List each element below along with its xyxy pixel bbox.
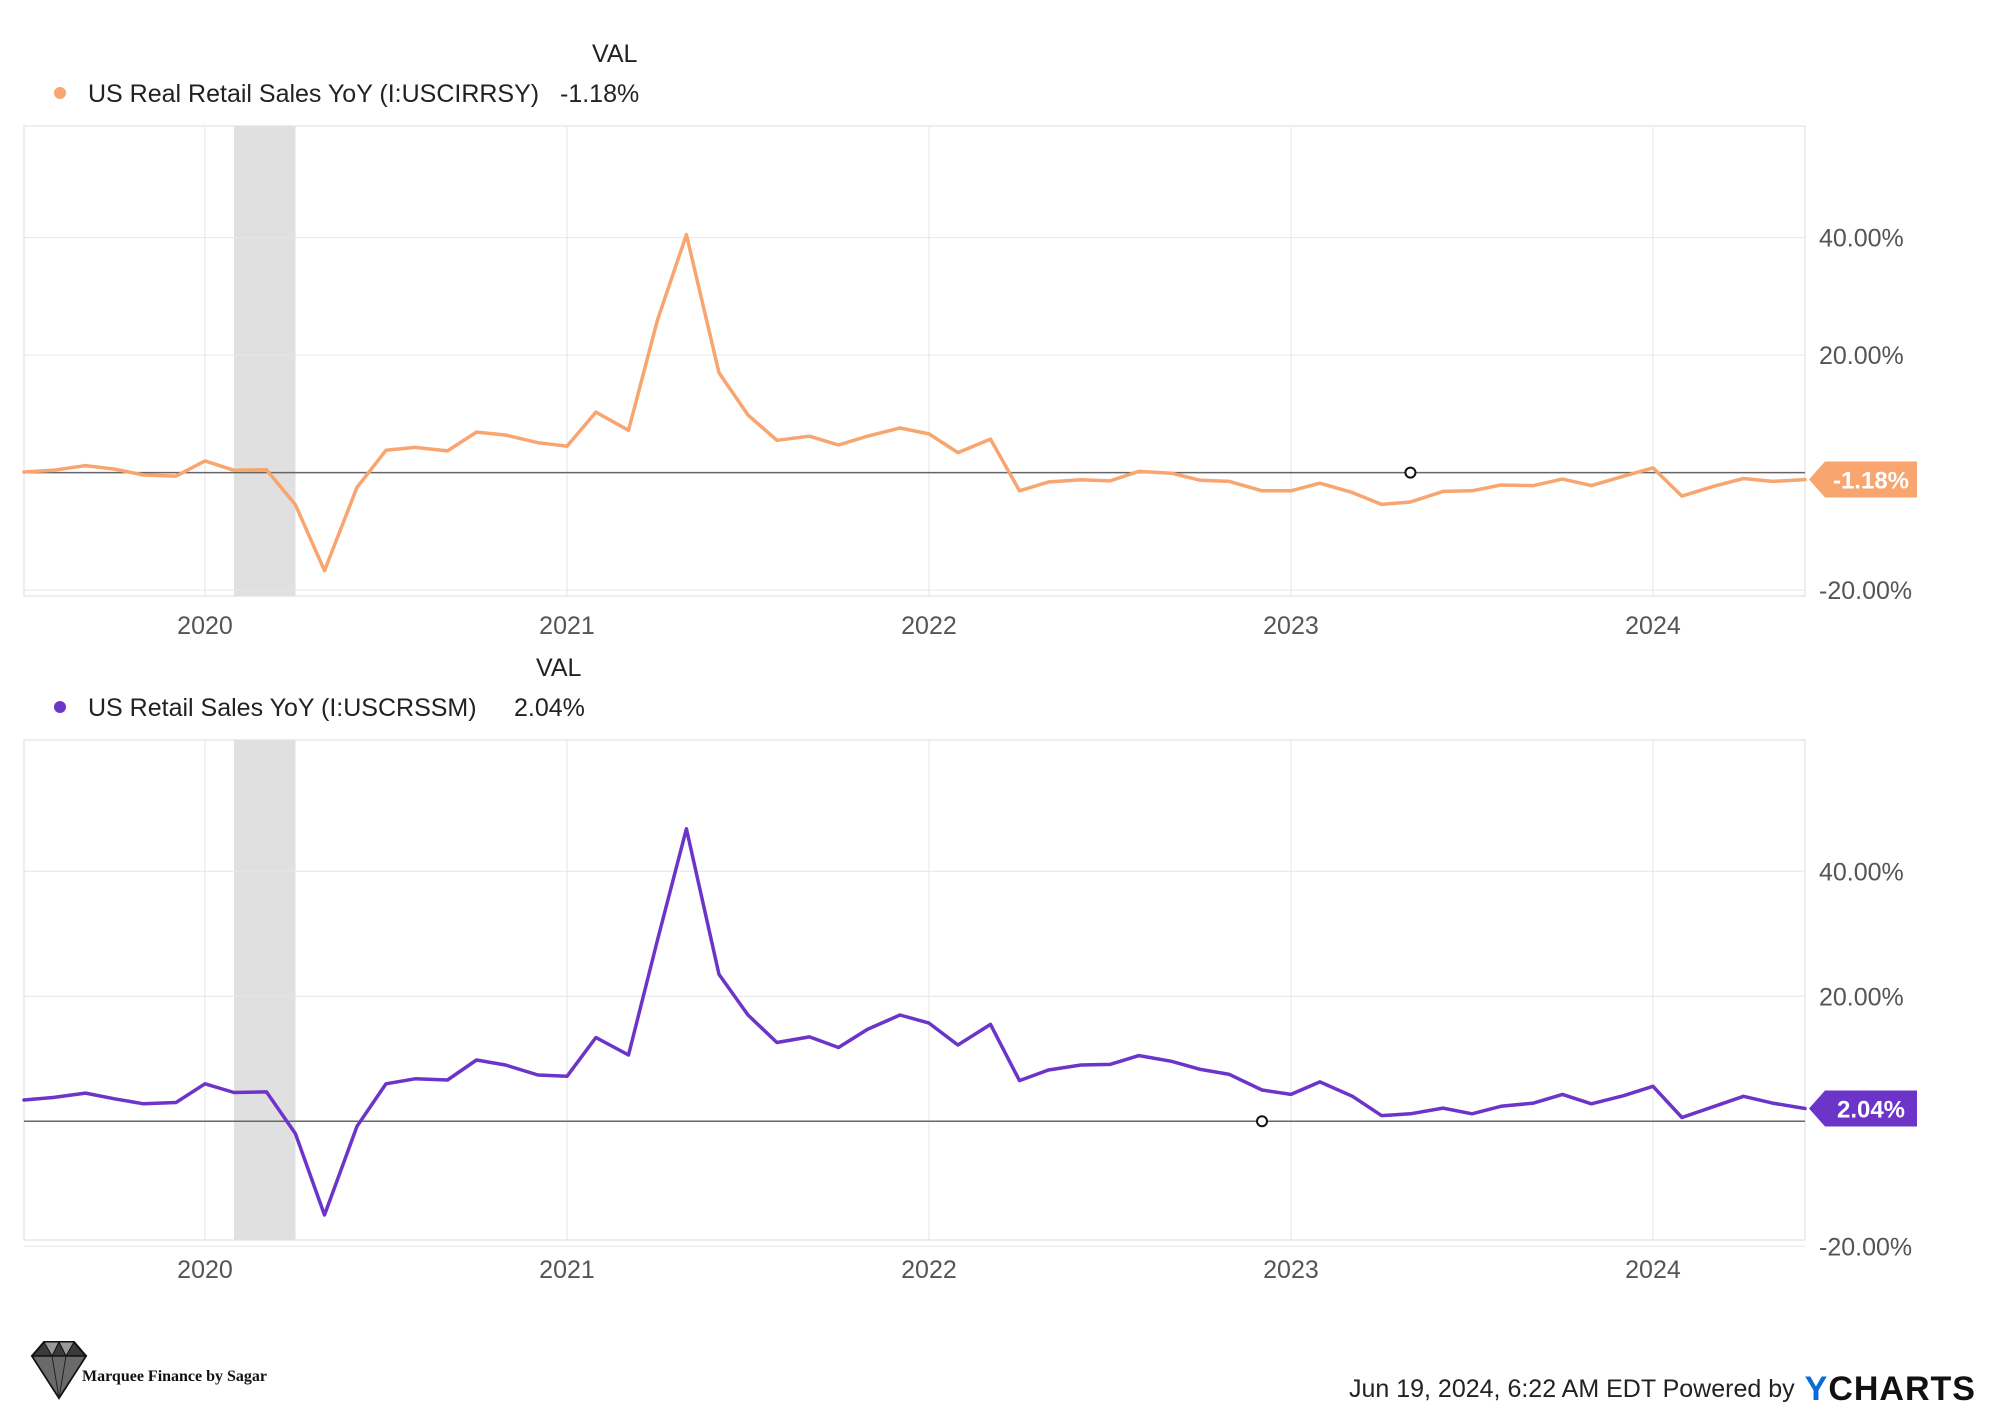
- legend-dot-icon: [54, 87, 66, 100]
- ycharts-logo-y: Y: [1804, 1370, 1829, 1408]
- legend-series-name-2: US Retail Sales YoY (I:USCRSSM): [88, 694, 477, 722]
- y-tick-label: 20.00%: [1819, 342, 1904, 370]
- x-tick-label: 2020: [177, 1256, 233, 1284]
- legend-series-value-2: 2.04%: [514, 694, 585, 722]
- plot-frame: [23, 125, 1806, 597]
- x-tick-label: 2023: [1263, 1256, 1319, 1284]
- legend-series-name-1: US Real Retail Sales YoY (I:USCIRRSY): [88, 80, 540, 108]
- footer-attribution: Jun 19, 2024, 6:22 AM EDT Powered by YCH…: [1349, 1370, 1976, 1409]
- x-tick-label: 2021: [539, 1256, 595, 1284]
- x-tick-label: 2023: [1263, 612, 1319, 640]
- ycharts-logo[interactable]: YCHARTS: [1805, 1370, 1976, 1409]
- recession-band: [233, 126, 296, 596]
- legend-entry-2: US Retail Sales YoY (I:USCRSSM) 2.04%: [54, 694, 585, 723]
- brand-logo: [26, 1336, 346, 1402]
- current-value-flag: -1.18%: [1809, 461, 1917, 498]
- legend-dot-icon: [54, 701, 66, 714]
- current-value-flag-shape: [1809, 1090, 1917, 1127]
- current-value-label: -1.18%: [1833, 468, 1909, 495]
- series-line: [22, 827, 1807, 1217]
- y-tick-label: 20.00%: [1819, 983, 1904, 1011]
- legend-header-1: VAL: [592, 40, 638, 68]
- x-tick-label: 2020: [177, 612, 233, 640]
- x-tick-label: 2024: [1625, 1256, 1681, 1284]
- y-tick-label: 40.00%: [1819, 225, 1904, 253]
- current-value-label: 2.04%: [1837, 1097, 1905, 1124]
- legend-header-2: VAL: [536, 654, 582, 682]
- zero-marker: [1404, 466, 1417, 479]
- y-tick-label: 40.00%: [1819, 858, 1904, 886]
- current-value-flag-shape: [1809, 461, 1917, 498]
- chart-1: 2020202120222023202440.00%20.00%0.00%-20…: [22, 125, 1917, 640]
- legend-series-value-1: -1.18%: [560, 80, 640, 108]
- y-tick-label: -20.00%: [1819, 1233, 1912, 1261]
- timestamp: Jun 19, 2024, 6:22 AM EDT Powered by: [1348, 1375, 1795, 1403]
- ycharts-logo-rest: CHARTS: [1828, 1370, 1976, 1408]
- legend-entry-1: US Real Retail Sales YoY (I:USCIRRSY) -1…: [54, 80, 639, 109]
- chart-2: 2020 2021 2022 2023 2024 40.00% 20.00% -20.00% 2…: [22, 739, 1917, 1284]
- series-line: [22, 232, 1807, 573]
- brand-name: Marquee Finance by Sagar: [82, 1368, 268, 1385]
- current-value-flag: 2.04%: [1809, 1090, 1917, 1127]
- plot-frame: [23, 739, 1806, 1241]
- y-tick-label: -20.00%: [1819, 577, 1912, 605]
- x-tick-label: 2022: [901, 1256, 957, 1284]
- recession-band: [233, 740, 296, 1240]
- x-tick-label: 2024: [1625, 612, 1681, 640]
- diamond-icon: [30, 1340, 88, 1400]
- x-tick-label: 2021: [539, 612, 595, 640]
- zero-marker: [1256, 1115, 1269, 1128]
- x-tick-label: 2022: [901, 612, 957, 640]
